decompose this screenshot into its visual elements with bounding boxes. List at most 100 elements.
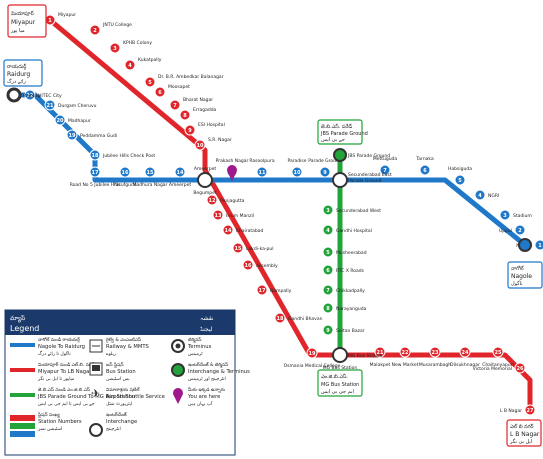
blue-station-10[interactable]: 10 Paradise: [287, 158, 307, 178]
red-station-15[interactable]: 15 Lakdi-ka-pul: [232, 242, 273, 254]
red-station-2[interactable]: 2 JNTU College: [89, 22, 132, 36]
blue-station-marker[interactable]: [54, 114, 66, 126]
red-station-7[interactable]: 7 Bharat Nagar: [169, 97, 213, 111]
red-station-5[interactable]: 5 Dr. B.R. Ambedkar Balanagar: [144, 74, 224, 88]
blue-station-4[interactable]: 4 NGRI: [474, 189, 499, 201]
green-station-marker[interactable]: [322, 264, 334, 276]
red-station-17[interactable]: 17 Nampally: [256, 284, 292, 296]
red-station-10[interactable]: 10 S.R. Nagar: [194, 137, 232, 151]
mgbs-interchange[interactable]: [332, 347, 348, 363]
blue-station-marker[interactable]: [66, 129, 78, 141]
green-station-7[interactable]: 7 Chikkadpally: [322, 284, 365, 296]
red-station-marker[interactable]: [194, 139, 206, 151]
green-station-3[interactable]: 3 Secunderabad West: [322, 204, 381, 216]
red-station-22[interactable]: 22 New Market: [392, 346, 419, 368]
blue-station-2[interactable]: 2 Uppal: [499, 224, 526, 236]
red-station-marker[interactable]: [306, 347, 318, 359]
blue-station-marker[interactable]: [499, 209, 511, 221]
blue-station-marker[interactable]: [44, 99, 56, 111]
red-station-14[interactable]: 14 Khairatabad: [222, 224, 264, 236]
green-station-6[interactable]: 6 RTC X Roads: [322, 264, 365, 276]
blue-station-22[interactable]: 22 HITEC City: [24, 89, 62, 101]
blue-station-5[interactable]: 5 Habsiguda: [448, 166, 472, 186]
red-station-marker[interactable]: [109, 42, 121, 54]
red-station-marker[interactable]: [124, 59, 136, 71]
blue-station-marker[interactable]: [24, 89, 36, 101]
red-station-marker[interactable]: [256, 284, 268, 296]
green-station-marker[interactable]: [322, 324, 334, 336]
green-station-marker[interactable]: [322, 284, 334, 296]
red-station-marker[interactable]: [242, 259, 254, 271]
blue-station-6[interactable]: 6 Tarnaka: [415, 156, 434, 176]
blue-station-marker[interactable]: [454, 174, 466, 186]
red-station-marker[interactable]: [492, 346, 504, 358]
red-station-19[interactable]: 19 Osmania Medical College: [284, 347, 341, 369]
red-station-26[interactable]: 26 Victoria Memorial: [473, 362, 526, 374]
red-station-16[interactable]: 16 Assembly: [242, 259, 278, 271]
red-station-marker[interactable]: [222, 224, 234, 236]
blue-station-3[interactable]: 3 Stadium: [499, 209, 532, 221]
green-station-5[interactable]: 5 Musheerabad: [322, 246, 367, 258]
blue-station-9[interactable]: 9 Parade Ground: [308, 158, 342, 178]
red-station-marker[interactable]: [274, 312, 286, 324]
red-station-marker[interactable]: [232, 242, 244, 254]
red-station-marker[interactable]: [514, 362, 526, 374]
blue-station-marker[interactable]: [89, 149, 101, 161]
red-station-1[interactable]: 1 Miyapur: [44, 12, 76, 26]
red-station-marker[interactable]: [144, 76, 156, 88]
green-station-8[interactable]: 8 Narayanguda: [322, 302, 367, 314]
red-station-6[interactable]: 6 Moosapet: [154, 84, 190, 98]
red-station-23[interactable]: 23 Musarambagh: [419, 346, 451, 368]
green-station-4[interactable]: 4 Gandhi Hospital: [322, 224, 372, 236]
red-station-13[interactable]: 13 Irrum Manzil: [212, 209, 254, 221]
red-station-marker[interactable]: [374, 346, 386, 358]
blue-station-marker[interactable]: [514, 224, 526, 236]
red-station-4[interactable]: 4 Kukatpally: [124, 57, 162, 71]
red-station-27[interactable]: 27 L B Nagar: [500, 404, 536, 416]
ameerpet-interchange[interactable]: [197, 172, 213, 188]
blue-station-14[interactable]: 14 Ameerpet: [169, 166, 191, 188]
red-station-8[interactable]: 8 Erragadda: [179, 107, 217, 121]
nagole-terminus[interactable]: [518, 238, 532, 252]
green-station-marker[interactable]: [322, 246, 334, 258]
blue-station-marker[interactable]: [144, 166, 156, 178]
red-station-12[interactable]: 12 Punjagutta: [206, 194, 245, 206]
green-station-9[interactable]: 9 Sultan Bazar: [322, 324, 365, 336]
blue-station-marker[interactable]: [89, 166, 101, 178]
red-station-marker[interactable]: [206, 194, 218, 206]
blue-station-marker[interactable]: [256, 166, 268, 178]
red-station-18[interactable]: 18 Gandhi Bhavan: [274, 312, 323, 324]
red-station-marker[interactable]: [179, 109, 191, 121]
blue-station-marker[interactable]: [119, 166, 131, 178]
blue-station-16[interactable]: 16 Yusufguda: [112, 166, 137, 188]
red-station-marker[interactable]: [399, 346, 411, 358]
red-station-marker[interactable]: [184, 124, 196, 136]
red-station-marker[interactable]: [459, 346, 471, 358]
blue-station-15[interactable]: 15 Madhura Nagar: [133, 166, 168, 188]
red-station-25[interactable]: 25 Chaitanyapuri: [482, 346, 514, 368]
blue-station-marker[interactable]: [534, 239, 543, 251]
blue-station-marker[interactable]: [291, 166, 303, 178]
red-station-marker[interactable]: [154, 86, 166, 98]
blue-station-marker[interactable]: [419, 164, 431, 176]
red-station-24[interactable]: 24 Dilsukhnagar: [450, 346, 480, 368]
green-station-marker[interactable]: [322, 302, 334, 314]
blue-station-18[interactable]: 18 Jubilee Hills Check Post: [89, 149, 155, 161]
blue-station-11[interactable]: 11 Rasoolpura: [249, 158, 275, 178]
blue-station-17[interactable]: 17 Road No 5 Jubilee Hills: [70, 166, 121, 188]
red-station-marker[interactable]: [429, 346, 441, 358]
blue-station-marker[interactable]: [474, 189, 486, 201]
red-station-3[interactable]: 3 KPHB Colony: [109, 40, 152, 54]
blue-station-marker[interactable]: [379, 164, 391, 176]
blue-station-7[interactable]: 7 Mettuguda: [373, 156, 398, 176]
red-station-21[interactable]: 21 Malakpet: [370, 346, 391, 368]
green-station-marker[interactable]: [322, 224, 334, 236]
blue-station-19[interactable]: 19 Peddamma Gudi: [66, 129, 117, 141]
red-station-marker[interactable]: [212, 209, 224, 221]
blue-station-21[interactable]: 21 Durgam Cheruvu: [44, 99, 97, 111]
parade-ground-interchange[interactable]: [332, 172, 348, 188]
red-station-marker[interactable]: [169, 99, 181, 111]
blue-station-marker[interactable]: [174, 166, 186, 178]
green-station-marker[interactable]: [322, 204, 334, 216]
blue-station-marker[interactable]: [319, 166, 331, 178]
